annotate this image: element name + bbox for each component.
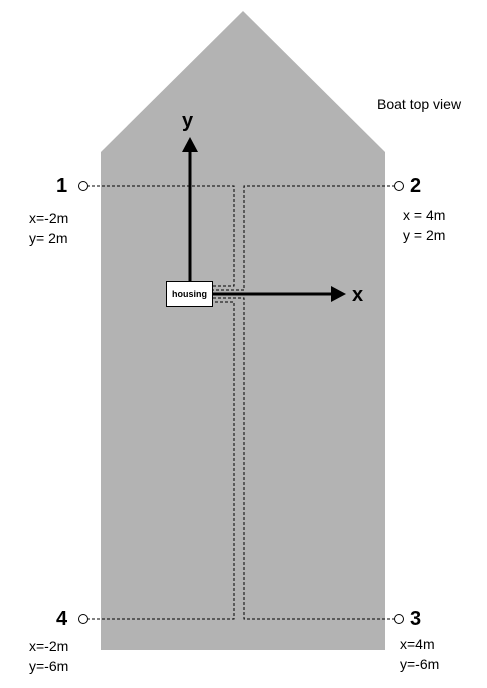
point-3-y: y=-6m <box>400 656 440 672</box>
point-2-x: x = 4m <box>403 207 446 223</box>
point-3-coords: x=4m y=-6m <box>400 634 439 674</box>
y-axis-label: y <box>182 110 194 132</box>
point-1-y: y= 2m <box>29 230 68 246</box>
x-axis-arrowhead <box>331 286 346 302</box>
point-1-marker <box>78 181 88 191</box>
point-3-marker <box>394 614 404 624</box>
point-2-y: y = 2m <box>403 227 446 243</box>
point-4-x: x=-2m <box>29 638 69 654</box>
cable-to-point-1 <box>87 185 235 287</box>
housing-box: housing <box>166 281 213 307</box>
point-4-y: y=-6m <box>29 658 69 674</box>
point-1-number: 1 <box>56 175 68 197</box>
cable-to-point-2 <box>213 185 395 291</box>
point-1-x: x=-2m <box>29 210 69 226</box>
cable-to-point-3 <box>213 297 395 620</box>
cable-to-point-4 <box>87 301 235 620</box>
y-axis-arrowhead <box>182 137 198 152</box>
boat-hull <box>101 11 385 650</box>
point-4-marker <box>78 614 88 624</box>
diagram-caption: Boat top view <box>377 96 462 112</box>
point-2-number: 2 <box>410 175 422 197</box>
point-4-number: 4 <box>56 608 68 630</box>
point-2-coords: x = 4m y = 2m <box>403 205 445 245</box>
point-2-marker <box>394 181 404 191</box>
cable-routes <box>87 185 395 620</box>
point-3-number: 3 <box>410 608 422 630</box>
point-3-x: x=4m <box>400 636 435 652</box>
point-4-coords: x=-2m y=-6m <box>29 636 68 676</box>
x-axis-label: x <box>352 284 364 306</box>
point-1-coords: x=-2m y= 2m <box>29 208 68 248</box>
